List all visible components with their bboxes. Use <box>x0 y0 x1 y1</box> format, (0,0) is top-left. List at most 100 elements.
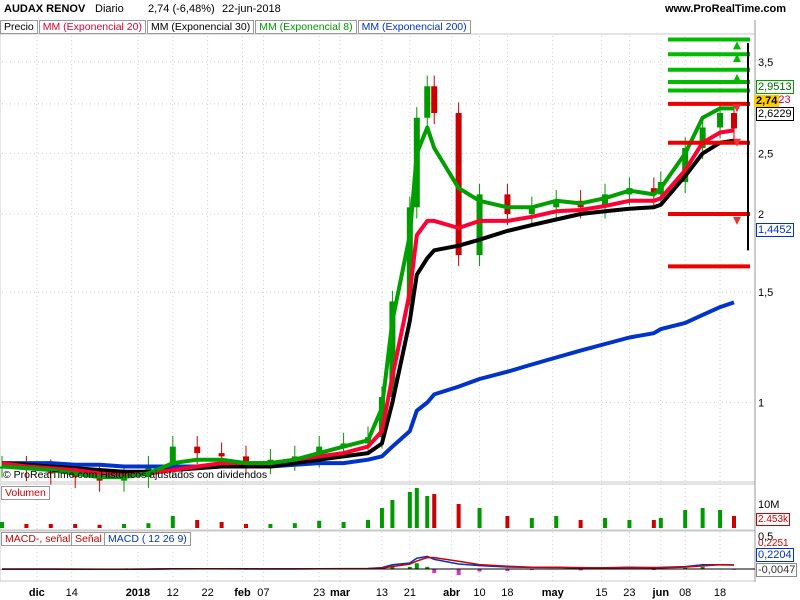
last-price-tag: 2,74 <box>754 95 780 107</box>
volume-bar <box>718 510 723 528</box>
price-bar-body <box>602 194 609 208</box>
volume-bar <box>24 524 29 528</box>
x-tick-label: 13 <box>376 587 388 599</box>
macd-axis-tick: 0,5 <box>758 531 774 543</box>
volume-bars <box>0 488 736 528</box>
macd-hist-bar <box>390 565 395 570</box>
volume-bar <box>244 524 248 528</box>
y-tick-label: 1 <box>758 397 764 409</box>
macd-value-tag: 0,2204 <box>756 548 794 562</box>
x-tick-label: 08 <box>679 587 691 599</box>
x-tick-label: feb <box>234 587 251 599</box>
x-tick-label: 12 <box>167 587 179 599</box>
price-bar-body <box>455 113 462 256</box>
volume-bar <box>414 488 419 528</box>
legend-ema200[interactable]: MM (Exponencial 200) <box>357 20 471 34</box>
x-tick-label: 22 <box>202 587 214 599</box>
ema30-tag: 2,6229 <box>756 107 794 121</box>
date-label: 22-jun-2018 <box>222 3 281 15</box>
volume-bar <box>268 524 273 528</box>
y-tick-label: 2 <box>758 209 764 221</box>
indicator-legend: Precio MM (Exponencial 20) MM (Exponenci… <box>0 20 755 34</box>
x-tick-label: abr <box>443 587 461 599</box>
x-tick-label: 14 <box>66 587 78 599</box>
signal-arrow <box>733 54 741 63</box>
y-tick-label: 3,5 <box>758 57 773 69</box>
price-bar-body <box>528 207 535 215</box>
legend-volume[interactable]: Volumen <box>1 486 50 500</box>
price-bar-body <box>682 147 689 183</box>
ema8-tag: 2,9513 <box>756 80 794 94</box>
signal-arrow <box>733 73 741 82</box>
legend-ema8[interactable]: MM (Exponencial 8) <box>255 20 357 34</box>
support-resistance-levels <box>668 37 750 269</box>
macd-hist-bar <box>651 569 656 571</box>
volume-bar <box>366 520 370 528</box>
volume-bar <box>195 520 200 528</box>
volume-bar <box>578 520 583 528</box>
macd-hist-bar <box>529 569 534 571</box>
macd-hist-tag: -0,0047 <box>756 563 798 577</box>
price-bar-body <box>243 456 249 464</box>
legend-ema20[interactable]: MM (Exponencial 20) <box>38 20 146 34</box>
legend-signal[interactable]: Señal <box>71 532 106 546</box>
x-tick-label: 2018 <box>126 587 150 599</box>
volume-bar <box>170 516 175 528</box>
legend-macd[interactable]: MACD ( 12 26 9) <box>104 532 191 546</box>
x-tick-label: 21 <box>404 587 416 599</box>
copyright-note: © ProRealTime.com Históricos ajustados c… <box>3 469 268 481</box>
price-bar-body <box>650 188 657 195</box>
price-bar-body <box>431 86 438 114</box>
moving-averages <box>1 106 735 480</box>
volume-current-tag: 2.453k <box>756 513 791 526</box>
x-tick-label: mar <box>330 587 351 599</box>
price-bar-body <box>378 397 385 438</box>
price-bar-body <box>406 207 413 302</box>
price-bar-body <box>476 194 483 256</box>
volume-bar <box>390 500 395 528</box>
legend-macd-neg[interactable]: MACD-, señal <box>1 532 75 546</box>
volume-bar <box>651 520 656 528</box>
volume-bar <box>407 492 412 528</box>
price-bar-body <box>218 453 225 457</box>
x-tick-label: 10 <box>473 587 485 599</box>
volume-bar <box>732 516 736 528</box>
signal-arrow <box>733 41 741 50</box>
signal-arrow <box>733 138 741 147</box>
volume-bar <box>700 508 705 528</box>
volume-bar <box>73 524 78 528</box>
price-bar-body <box>553 200 560 208</box>
legend-ema30[interactable]: MM (Exponencial 30) <box>146 20 255 34</box>
macd-hist-bar <box>414 563 419 570</box>
volume-panel-border <box>0 483 756 531</box>
macd-series <box>0 555 755 575</box>
price-bar-body <box>731 113 737 129</box>
x-tick-label: may <box>542 587 565 599</box>
volume-bar <box>658 518 663 528</box>
price-bar-body <box>389 301 396 398</box>
ema30-line <box>1 138 735 474</box>
volume-bar <box>627 520 632 528</box>
price-bar-body <box>504 194 511 215</box>
macd-hist-bar <box>700 566 705 570</box>
price-bar-body <box>717 113 724 128</box>
volume-bar <box>505 516 510 528</box>
instrument-name: AUDAX RENOV <box>4 3 86 15</box>
ema200-tag: 1,4452 <box>756 223 794 237</box>
x-tick-label: dic <box>29 587 45 599</box>
volume-bar <box>603 518 608 528</box>
x-tick-label: 23 <box>313 587 325 599</box>
x-tick-label: 15 <box>595 587 607 599</box>
volume-bar <box>432 494 437 528</box>
volume-bar <box>379 508 384 528</box>
volume-bar <box>292 523 297 528</box>
signal-arrow <box>733 104 741 113</box>
macd-hist-bar <box>425 566 430 570</box>
legend-price[interactable]: Precio <box>0 20 38 34</box>
volume-bar <box>341 522 346 528</box>
volume-bar <box>554 516 559 528</box>
title-bar: AUDAX RENOV Diario 2,74 (-6,48%) 22-jun-… <box>0 0 800 20</box>
x-tick-label: 07 <box>257 587 269 599</box>
volume-bar <box>529 518 534 528</box>
